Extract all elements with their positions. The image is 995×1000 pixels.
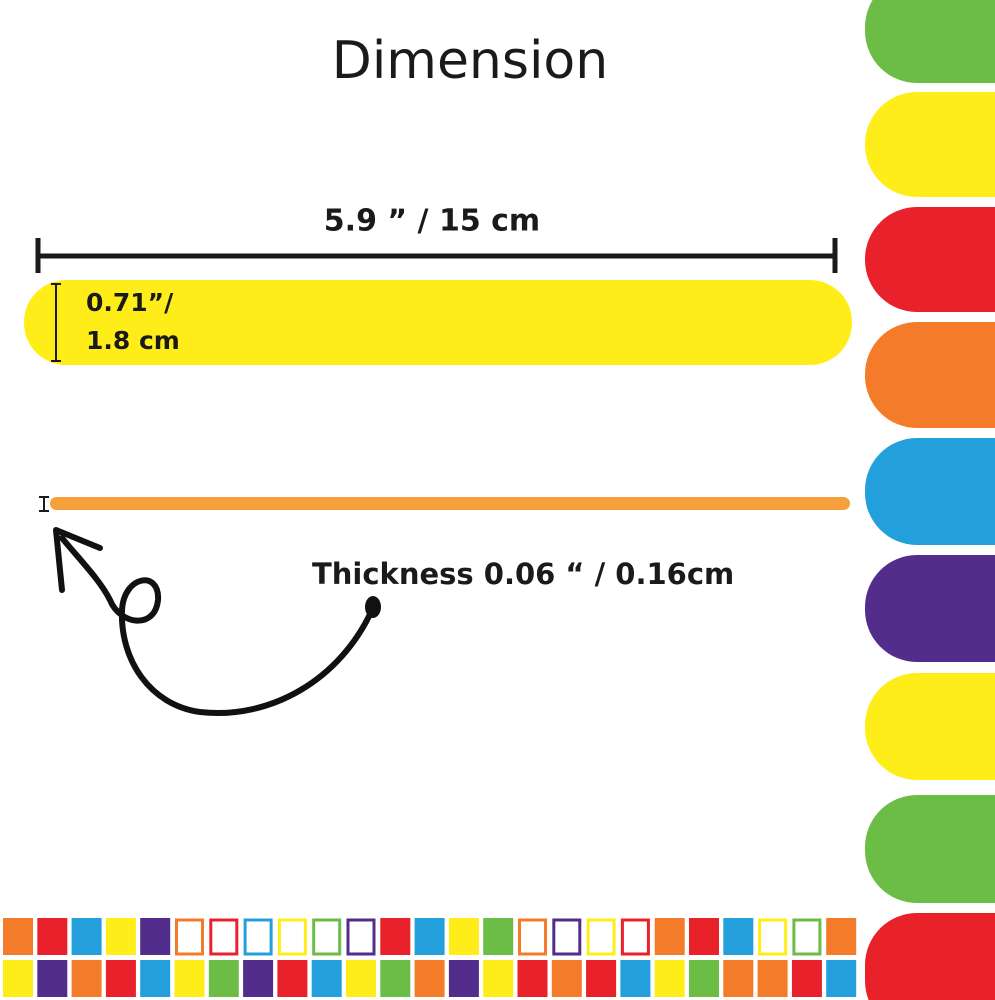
arrow-head xyxy=(53,527,103,593)
width-label: 0.71”/ xyxy=(86,288,174,317)
title: Dimension xyxy=(332,31,608,91)
border-tile xyxy=(654,960,685,997)
border-tile xyxy=(414,960,445,997)
side-stick xyxy=(865,92,995,197)
border-tile xyxy=(723,918,754,955)
border-tile xyxy=(312,918,342,956)
side-stick xyxy=(865,795,995,903)
border-tile xyxy=(620,960,651,997)
border-tile xyxy=(448,918,479,955)
border-tile xyxy=(105,918,136,955)
border-tile xyxy=(758,918,788,956)
border-tile xyxy=(551,960,582,997)
border-tile xyxy=(517,960,548,997)
border-tile xyxy=(586,960,617,997)
border-tile xyxy=(723,960,754,997)
border-tile xyxy=(105,960,136,997)
border-tile xyxy=(586,918,616,956)
border-tile xyxy=(140,960,171,997)
border-tile xyxy=(140,918,171,955)
yellow-stick xyxy=(24,280,852,365)
width-label: 1.8 cm xyxy=(86,326,180,355)
border-tile xyxy=(277,918,307,956)
thickness-label: Thickness 0.06 “ / 0.16cm xyxy=(312,557,734,591)
arrow-tail xyxy=(365,596,381,618)
border-tile xyxy=(448,960,479,997)
side-stick xyxy=(865,438,995,545)
side-stick xyxy=(865,913,995,1000)
border-tile xyxy=(346,918,376,956)
border-tile xyxy=(311,960,342,997)
border-tile xyxy=(792,918,822,956)
border-tile xyxy=(414,918,445,955)
thickness-marker xyxy=(39,496,49,512)
border-tile xyxy=(757,960,788,997)
side-stick xyxy=(865,673,995,780)
border-tile xyxy=(689,918,719,955)
border-tile xyxy=(3,918,33,955)
border-tile xyxy=(483,918,514,955)
orange-stick-side xyxy=(50,497,850,510)
border-tile xyxy=(620,918,650,956)
border-tile xyxy=(243,960,274,997)
side-stick xyxy=(865,207,995,312)
side-stick xyxy=(865,0,995,83)
border-tile xyxy=(380,918,411,955)
length-label: 5.9 ” / 15 cm xyxy=(324,204,540,239)
border-tile xyxy=(174,960,205,997)
border-tile xyxy=(3,960,33,997)
border-tile xyxy=(37,918,68,955)
border-tile xyxy=(346,960,376,997)
side-sticks xyxy=(865,0,995,1000)
border-tile xyxy=(175,918,204,956)
border-tile xyxy=(243,918,273,956)
border-tile xyxy=(71,918,102,955)
border-tile xyxy=(552,918,582,956)
side-stick xyxy=(865,555,995,662)
border-tile xyxy=(826,960,857,997)
border-tile xyxy=(689,960,719,997)
border-tile xyxy=(518,918,547,956)
arrow-curve xyxy=(59,535,375,716)
border-tile xyxy=(483,960,514,997)
border-tile xyxy=(71,960,102,997)
border-tile xyxy=(209,918,239,956)
border-tile xyxy=(826,918,857,955)
border-tile xyxy=(208,960,239,997)
border-tile xyxy=(791,960,822,997)
border-tile xyxy=(277,960,308,997)
border-tile xyxy=(654,918,685,955)
side-stick xyxy=(865,322,995,428)
border-tile xyxy=(380,960,411,997)
bottom-border xyxy=(3,918,857,997)
border-tile xyxy=(37,960,68,997)
